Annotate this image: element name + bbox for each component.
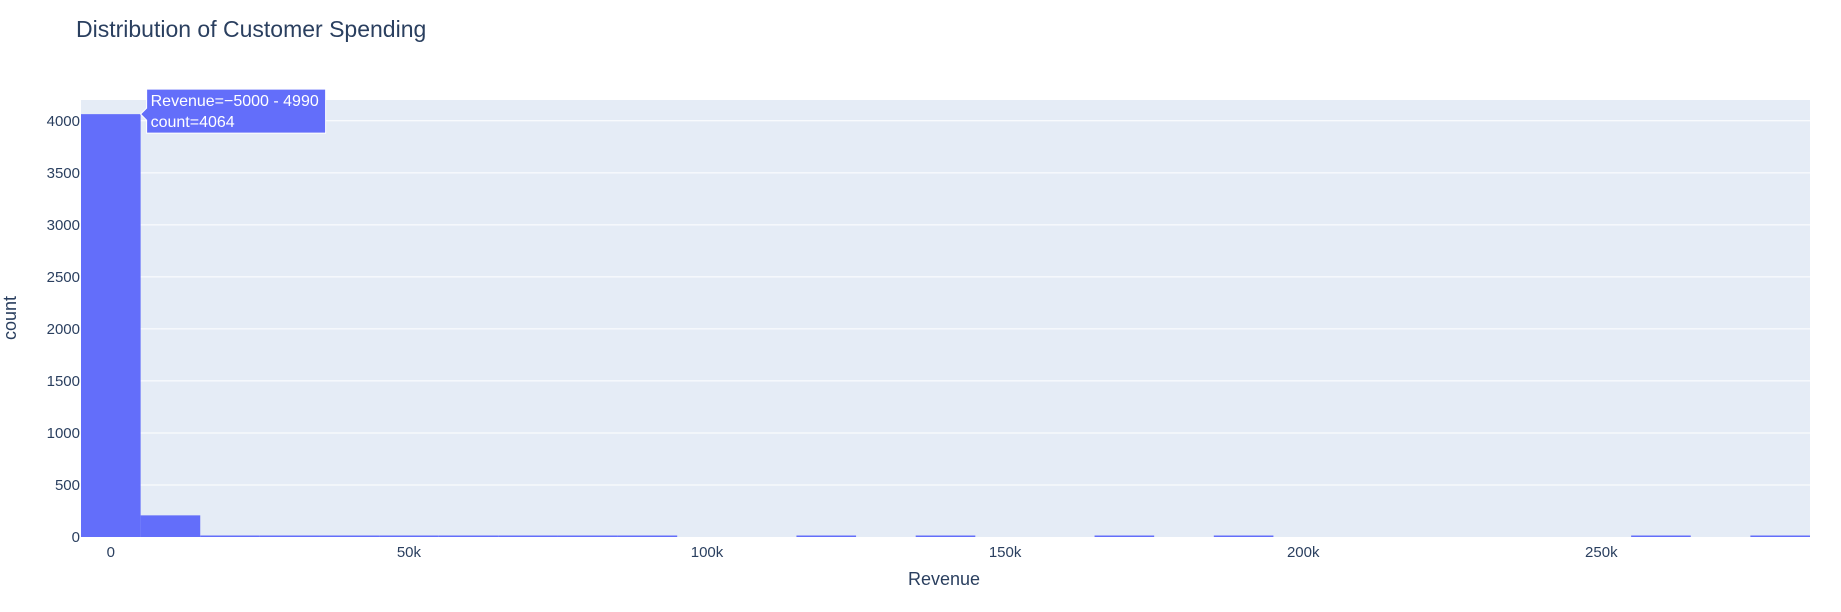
histogram-bar xyxy=(200,535,260,537)
x-axis-ticks: 0 50k 100k 150k 200k 250k xyxy=(107,544,1618,561)
x-tick-label: 100k xyxy=(691,544,724,561)
histogram-bar xyxy=(259,535,320,537)
y-tick-label: 2500 xyxy=(47,269,80,286)
histogram-bar xyxy=(498,535,558,537)
plot-area xyxy=(81,100,1810,537)
y-tick-label: 4000 xyxy=(47,113,80,130)
y-tick-label: 1500 xyxy=(47,373,80,390)
tooltip-count-label: count=4064 xyxy=(151,114,235,131)
histogram-bar xyxy=(796,535,857,537)
y-axis-ticks: 0 500 1000 1500 2000 2500 3000 3500 4000 xyxy=(47,113,80,546)
y-tick-label: 3500 xyxy=(47,165,80,182)
y-tick-label: 3000 xyxy=(47,217,80,234)
y-tick-label: 2000 xyxy=(47,321,80,338)
histogram-bar xyxy=(1094,535,1155,537)
x-tick-label: 50k xyxy=(397,544,422,561)
x-axis-title: Revenue xyxy=(908,569,980,589)
grid-lines xyxy=(81,120,1810,486)
histogram-bar xyxy=(140,515,201,537)
chart-title: Distribution of Customer Spending xyxy=(76,16,426,42)
tooltip-range-label: Revenue=−5000 - 4990 xyxy=(151,93,319,110)
histogram-bar xyxy=(915,535,976,537)
x-tick-label: 250k xyxy=(1585,544,1618,561)
x-tick-label: 200k xyxy=(1287,544,1320,561)
histogram-bar xyxy=(438,535,499,537)
y-tick-label: 0 xyxy=(72,529,80,546)
y-tick-label: 1000 xyxy=(47,425,80,442)
histogram-bar xyxy=(319,535,380,537)
histogram-bar xyxy=(1631,535,1691,537)
y-tick-label: 500 xyxy=(55,477,80,494)
x-tick-label: 0 xyxy=(107,544,115,561)
x-tick-label: 150k xyxy=(989,544,1022,561)
histogram-bar xyxy=(1750,535,1810,537)
histogram-bars xyxy=(81,114,1810,537)
histogram-bar xyxy=(379,535,439,537)
histogram-bar xyxy=(617,535,678,537)
histogram-bar xyxy=(557,535,618,537)
histogram-bar xyxy=(81,114,141,537)
y-axis-title: count xyxy=(0,296,20,340)
hover-tooltip: Revenue=−5000 - 4990 count=4064 xyxy=(139,88,327,134)
histogram-bar xyxy=(1213,535,1274,537)
tooltip-box xyxy=(139,88,327,134)
